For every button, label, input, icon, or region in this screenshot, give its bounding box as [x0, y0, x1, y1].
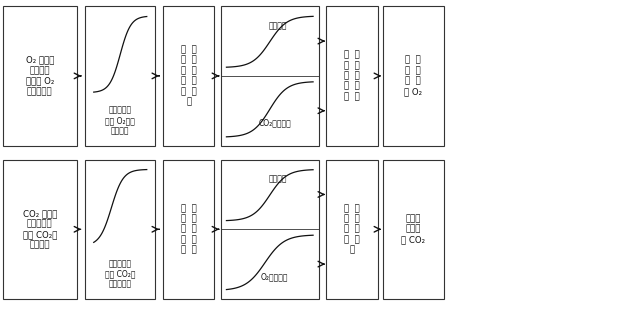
Bar: [221, 6, 319, 146]
Text: 发  酵
反  应
器  系
统  原
型: 发 酵 反 应 器 系 统 原 型: [344, 204, 360, 254]
Bar: [163, 160, 214, 299]
Text: 温度输入: 温度输入: [269, 175, 287, 184]
Text: 产生所
需数量
的 CO₂: 产生所 需数量 的 CO₂: [401, 214, 425, 244]
Bar: [3, 160, 77, 299]
Text: O₂ 传感器
测量値计
算系统 O₂
缺失数量。: O₂ 传感器 测量値计 算系统 O₂ 缺失数量。: [26, 56, 54, 96]
Text: 光强输入: 光强输入: [269, 21, 287, 30]
Text: 光  生
物  反
应  器
逆  系
统  模
型: 光 生 物 反 应 器 逆 系 统 模 型: [181, 45, 197, 106]
Bar: [221, 160, 319, 299]
Bar: [326, 160, 378, 299]
Text: 发  酵
反  应
器  逆
系  统
模  型: 发 酵 反 应 器 逆 系 统 模 型: [181, 204, 197, 254]
Text: O₂曝气速率: O₂曝气速率: [261, 272, 288, 281]
Bar: [3, 6, 77, 146]
Bar: [163, 6, 214, 146]
Text: CO₂曝气速率: CO₂曝气速率: [259, 119, 291, 128]
Text: 产  生
所  需
数  量
的 O₂: 产 生 所 需 数 量 的 O₂: [404, 56, 422, 96]
Bar: [85, 160, 155, 299]
Bar: [85, 6, 155, 146]
Bar: [326, 6, 378, 146]
Bar: [383, 6, 444, 146]
Text: 自定义理想
的产 CO₂速
率响应曲线: 自定义理想 的产 CO₂速 率响应曲线: [105, 259, 135, 289]
Text: 光  生
物  反
应  器
系  统
原  型: 光 生 物 反 应 器 系 统 原 型: [344, 51, 360, 101]
Text: CO₂ 传感器
测量値计算
系统 CO₂缺
失数量。: CO₂ 传感器 测量値计算 系统 CO₂缺 失数量。: [22, 209, 57, 249]
Text: 自定义理想
的产 O₂速率
响应曲线: 自定义理想 的产 O₂速率 响应曲线: [105, 105, 135, 136]
Bar: [383, 160, 444, 299]
